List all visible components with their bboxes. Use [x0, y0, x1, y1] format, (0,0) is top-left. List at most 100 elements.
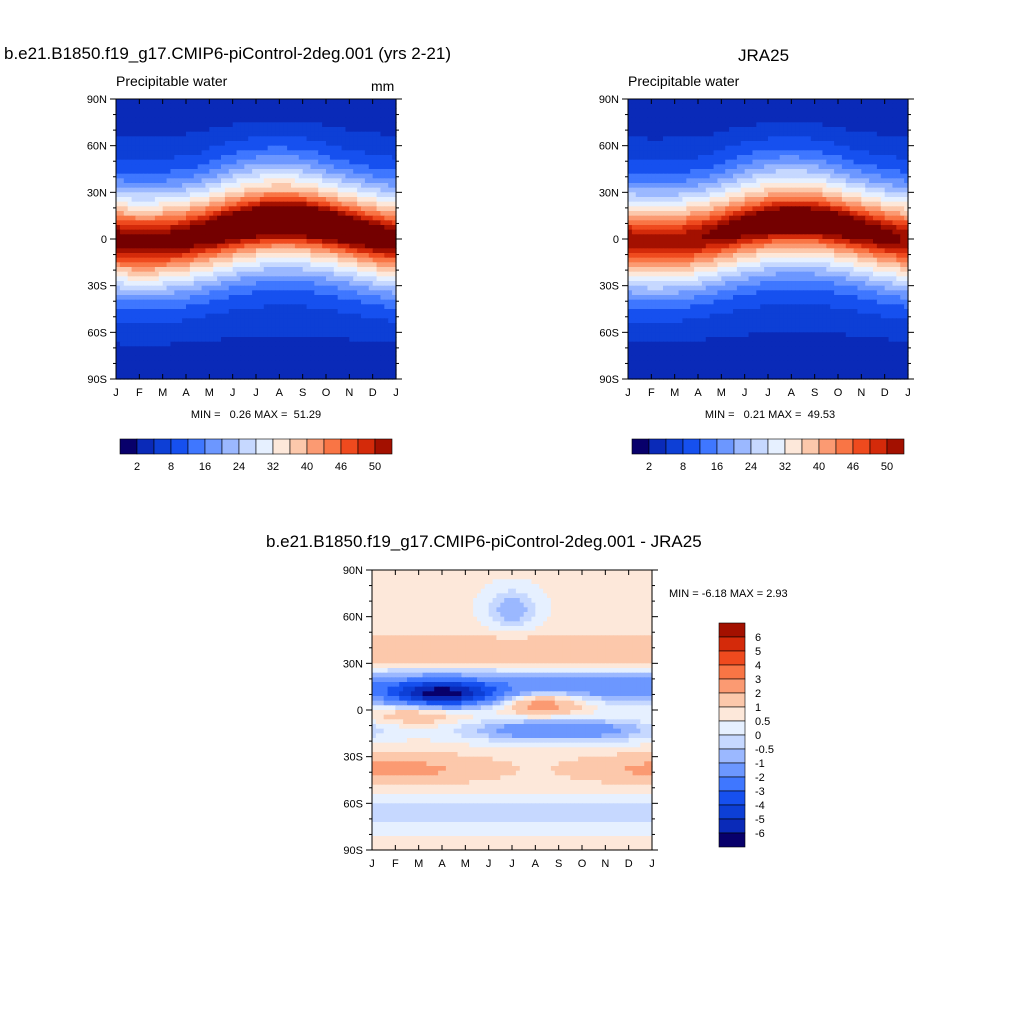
field-cell	[771, 131, 777, 137]
field-cell	[341, 304, 347, 310]
field-cell	[364, 313, 370, 319]
field-cell	[263, 290, 269, 296]
field-cell	[329, 187, 335, 193]
field-cell	[182, 309, 187, 315]
field-cell	[131, 215, 137, 221]
field-cell	[248, 327, 253, 333]
field-cell	[372, 285, 378, 291]
field-cell	[306, 136, 312, 142]
field-cell	[244, 285, 249, 291]
field-cell	[213, 173, 218, 179]
field-cell	[151, 351, 156, 357]
field-cell	[131, 122, 137, 128]
field-cell	[221, 187, 226, 193]
field-cell	[162, 173, 168, 179]
field-cell	[337, 295, 343, 301]
field-cell	[388, 99, 393, 105]
field-cell	[189, 211, 195, 217]
field-cell	[186, 318, 191, 324]
field-cell	[713, 127, 719, 133]
field-cell	[291, 131, 296, 137]
field-cell	[178, 257, 183, 263]
field-cell	[713, 122, 719, 128]
field-cell	[209, 103, 214, 109]
field-cell	[123, 239, 129, 245]
field-cell	[384, 211, 389, 217]
field-cell	[361, 248, 366, 254]
field-cell	[224, 155, 230, 161]
field-cell	[364, 103, 370, 109]
field-cell	[228, 113, 234, 119]
field-cell	[151, 178, 156, 184]
field-cell	[368, 150, 374, 156]
field-cell	[326, 374, 331, 380]
field-cell	[197, 271, 203, 277]
field-cell	[197, 365, 203, 371]
field-cell	[841, 127, 847, 133]
field-cell	[221, 159, 226, 165]
field-cell	[240, 262, 245, 268]
field-cell	[201, 346, 207, 352]
field-cell	[694, 103, 699, 109]
field-cell	[244, 281, 249, 287]
field-cell	[392, 122, 397, 128]
x-tick-label: J	[113, 387, 119, 399]
field-cell	[361, 341, 366, 347]
field-cell	[302, 131, 308, 137]
field-cell	[834, 113, 839, 119]
field-cell	[364, 155, 370, 161]
field-cell	[197, 183, 203, 189]
field-cell	[236, 155, 242, 161]
field-cell	[349, 374, 354, 380]
field-cell	[275, 192, 280, 198]
field-cell	[298, 108, 304, 114]
field-cell	[779, 99, 785, 105]
field-cell	[259, 267, 265, 273]
field-cell	[353, 313, 358, 319]
field-cell	[302, 355, 308, 361]
field-cell	[259, 365, 265, 371]
field-cell	[170, 155, 175, 161]
field-cell	[240, 164, 245, 170]
field-cell	[209, 113, 214, 119]
field-cell	[267, 276, 273, 282]
field-cell	[209, 318, 214, 324]
field-cell	[388, 127, 393, 133]
field-cell	[349, 304, 354, 310]
field-cell	[748, 122, 754, 128]
field-cell	[248, 169, 253, 175]
field-cell	[127, 360, 133, 366]
field-cell	[139, 173, 144, 179]
field-cell	[263, 332, 269, 338]
field-cell	[760, 122, 765, 128]
field-cell	[384, 229, 389, 235]
field-cell	[345, 187, 350, 193]
field-cell	[318, 374, 323, 380]
field-cell	[287, 369, 292, 375]
field-cell	[116, 374, 121, 380]
field-cell	[666, 108, 672, 114]
field-cell	[182, 239, 187, 245]
field-cell	[302, 374, 308, 380]
field-cell	[380, 127, 385, 133]
field-cell	[302, 178, 308, 184]
field-cell	[256, 117, 261, 123]
field-cell	[166, 337, 172, 343]
field-cell	[147, 299, 152, 305]
field-cell	[271, 341, 277, 347]
field-cell	[131, 131, 137, 137]
field-cell	[388, 243, 393, 249]
field-cell	[170, 117, 175, 123]
field-cell	[135, 117, 140, 123]
field-cell	[221, 141, 226, 147]
field-cell	[275, 295, 280, 301]
field-cell	[388, 248, 393, 254]
field-cell	[209, 299, 214, 305]
field-cell	[298, 211, 304, 217]
field-cell	[119, 262, 125, 268]
field-cell	[158, 355, 164, 361]
field-cell	[861, 99, 866, 105]
field-cell	[244, 304, 249, 310]
field-cell	[372, 229, 378, 235]
field-cell	[139, 318, 144, 324]
